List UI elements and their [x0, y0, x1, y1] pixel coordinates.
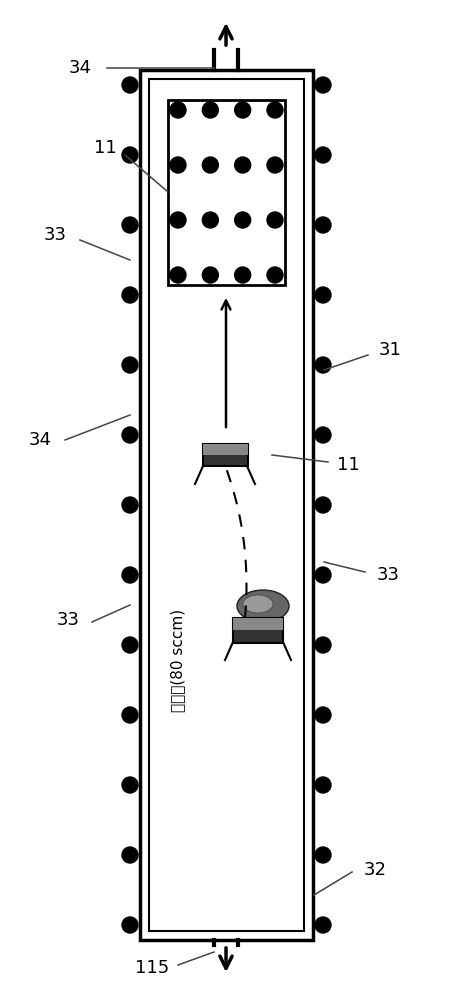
Text: 33: 33: [376, 566, 400, 584]
Bar: [149, 79, 304, 931]
Text: 31: 31: [379, 341, 401, 359]
Ellipse shape: [243, 595, 273, 613]
Text: 34: 34: [29, 431, 52, 449]
Circle shape: [202, 102, 218, 118]
Circle shape: [315, 637, 331, 653]
Circle shape: [315, 147, 331, 163]
Circle shape: [235, 157, 251, 173]
Text: 11: 11: [337, 456, 359, 474]
Circle shape: [315, 77, 331, 93]
Circle shape: [235, 212, 251, 228]
Circle shape: [235, 102, 251, 118]
Circle shape: [122, 497, 138, 513]
Circle shape: [267, 267, 283, 283]
Circle shape: [122, 77, 138, 93]
Text: 氯气流(80 sccm): 氯气流(80 sccm): [170, 608, 185, 712]
Circle shape: [315, 427, 331, 443]
Circle shape: [122, 917, 138, 933]
Bar: [233, 618, 283, 630]
Circle shape: [122, 777, 138, 793]
Circle shape: [315, 567, 331, 583]
Circle shape: [122, 287, 138, 303]
Bar: [168, 100, 285, 285]
Circle shape: [315, 777, 331, 793]
Text: 34: 34: [68, 59, 92, 77]
Circle shape: [170, 212, 186, 228]
Circle shape: [122, 567, 138, 583]
Circle shape: [267, 157, 283, 173]
Circle shape: [315, 357, 331, 373]
Circle shape: [122, 847, 138, 863]
Circle shape: [315, 497, 331, 513]
Circle shape: [202, 157, 218, 173]
Circle shape: [122, 147, 138, 163]
Circle shape: [122, 637, 138, 653]
Bar: [203, 444, 248, 455]
Circle shape: [315, 217, 331, 233]
Circle shape: [122, 357, 138, 373]
Circle shape: [315, 287, 331, 303]
Circle shape: [170, 102, 186, 118]
Circle shape: [122, 707, 138, 723]
Circle shape: [267, 212, 283, 228]
Circle shape: [202, 267, 218, 283]
Circle shape: [235, 267, 251, 283]
Circle shape: [122, 427, 138, 443]
Text: 32: 32: [363, 861, 386, 879]
Text: 33: 33: [43, 226, 67, 244]
Circle shape: [267, 102, 283, 118]
Circle shape: [170, 157, 186, 173]
Circle shape: [315, 917, 331, 933]
Bar: [140, 70, 313, 940]
Text: 115: 115: [135, 959, 169, 977]
Bar: [233, 618, 283, 643]
Circle shape: [202, 212, 218, 228]
Circle shape: [315, 847, 331, 863]
Bar: [203, 444, 248, 466]
Circle shape: [315, 707, 331, 723]
Circle shape: [122, 217, 138, 233]
Text: 33: 33: [57, 611, 79, 629]
Ellipse shape: [237, 590, 289, 622]
Circle shape: [170, 267, 186, 283]
Text: 11: 11: [94, 139, 116, 157]
